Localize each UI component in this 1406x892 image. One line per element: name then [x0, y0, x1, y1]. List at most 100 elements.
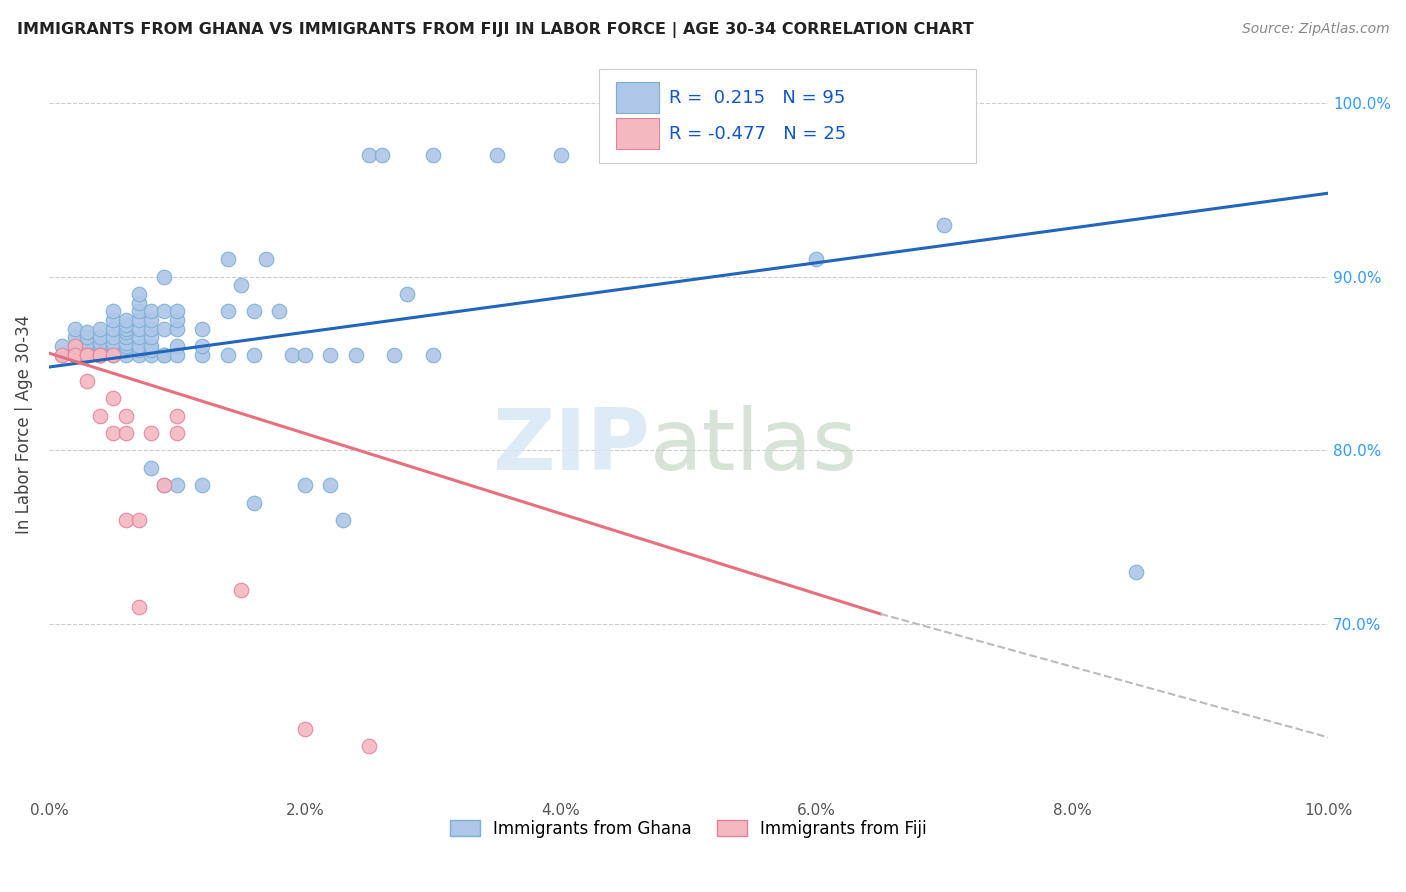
Point	[229, 278, 252, 293]
Text: IMMIGRANTS FROM GHANA VS IMMIGRANTS FROM FIJI IN LABOR FORCE | AGE 30-34 CORRELA: IMMIGRANTS FROM GHANA VS IMMIGRANTS FROM…	[17, 22, 973, 38]
Point	[89, 348, 111, 362]
Point	[141, 348, 163, 362]
Point	[294, 478, 316, 492]
Point	[76, 335, 98, 350]
Point	[76, 339, 98, 353]
Point	[114, 322, 136, 336]
Point	[141, 313, 163, 327]
Point	[382, 348, 405, 362]
Point	[153, 269, 176, 284]
Point	[101, 392, 124, 406]
Point	[51, 348, 73, 362]
Point	[128, 513, 150, 527]
Point	[319, 478, 342, 492]
Point	[153, 348, 176, 362]
Point	[76, 330, 98, 344]
Point	[217, 304, 239, 318]
Point	[344, 348, 367, 362]
Point	[217, 252, 239, 267]
Point	[114, 318, 136, 333]
Point	[89, 322, 111, 336]
Point	[128, 287, 150, 301]
Point	[422, 148, 444, 162]
FancyBboxPatch shape	[599, 70, 976, 163]
Point	[153, 478, 176, 492]
Point	[128, 339, 150, 353]
Point	[101, 348, 124, 362]
Point	[63, 322, 86, 336]
Point	[114, 335, 136, 350]
Text: R = -0.477   N = 25: R = -0.477 N = 25	[669, 125, 846, 143]
Point	[114, 313, 136, 327]
Point	[153, 304, 176, 318]
FancyBboxPatch shape	[616, 82, 659, 113]
Point	[294, 722, 316, 736]
Point	[396, 287, 419, 301]
Point	[357, 148, 380, 162]
Point	[114, 409, 136, 423]
Point	[166, 478, 188, 492]
Point	[550, 148, 572, 162]
Point	[76, 343, 98, 357]
Point	[63, 348, 86, 362]
Text: Source: ZipAtlas.com: Source: ZipAtlas.com	[1241, 22, 1389, 37]
Point	[101, 426, 124, 441]
Point	[63, 348, 86, 362]
Point	[89, 409, 111, 423]
Point	[89, 343, 111, 357]
Point	[128, 322, 150, 336]
Point	[101, 339, 124, 353]
Point	[191, 478, 214, 492]
Point	[76, 348, 98, 362]
Point	[101, 304, 124, 318]
Point	[101, 348, 124, 362]
Point	[166, 304, 188, 318]
Text: atlas: atlas	[650, 405, 858, 488]
Point	[166, 339, 188, 353]
Point	[166, 426, 188, 441]
Point	[101, 313, 124, 327]
Point	[89, 348, 111, 362]
Point	[128, 295, 150, 310]
Point	[114, 343, 136, 357]
Point	[128, 330, 150, 344]
Point	[63, 330, 86, 344]
Point	[76, 348, 98, 362]
Point	[128, 304, 150, 318]
Point	[63, 339, 86, 353]
Point	[191, 339, 214, 353]
Point	[242, 304, 264, 318]
Y-axis label: In Labor Force | Age 30-34: In Labor Force | Age 30-34	[15, 315, 32, 534]
Point	[166, 313, 188, 327]
Point	[141, 461, 163, 475]
Point	[357, 739, 380, 753]
Point	[89, 335, 111, 350]
Point	[141, 426, 163, 441]
Text: R =  0.215   N = 95: R = 0.215 N = 95	[669, 89, 846, 107]
Point	[1125, 565, 1147, 579]
Point	[806, 252, 828, 267]
Point	[101, 330, 124, 344]
Point	[128, 599, 150, 614]
Point	[153, 322, 176, 336]
Point	[934, 218, 956, 232]
Point	[114, 426, 136, 441]
Point	[114, 326, 136, 340]
FancyBboxPatch shape	[616, 118, 659, 149]
Point	[76, 374, 98, 388]
Point	[485, 148, 508, 162]
Point	[370, 148, 392, 162]
Point	[166, 322, 188, 336]
Point	[319, 348, 342, 362]
Point	[294, 348, 316, 362]
Point	[114, 330, 136, 344]
Point	[141, 304, 163, 318]
Point	[101, 335, 124, 350]
Point	[269, 304, 291, 318]
Point	[153, 348, 176, 362]
Point	[141, 339, 163, 353]
Point	[166, 348, 188, 362]
Point	[76, 348, 98, 362]
Point	[191, 348, 214, 362]
Point	[166, 409, 188, 423]
